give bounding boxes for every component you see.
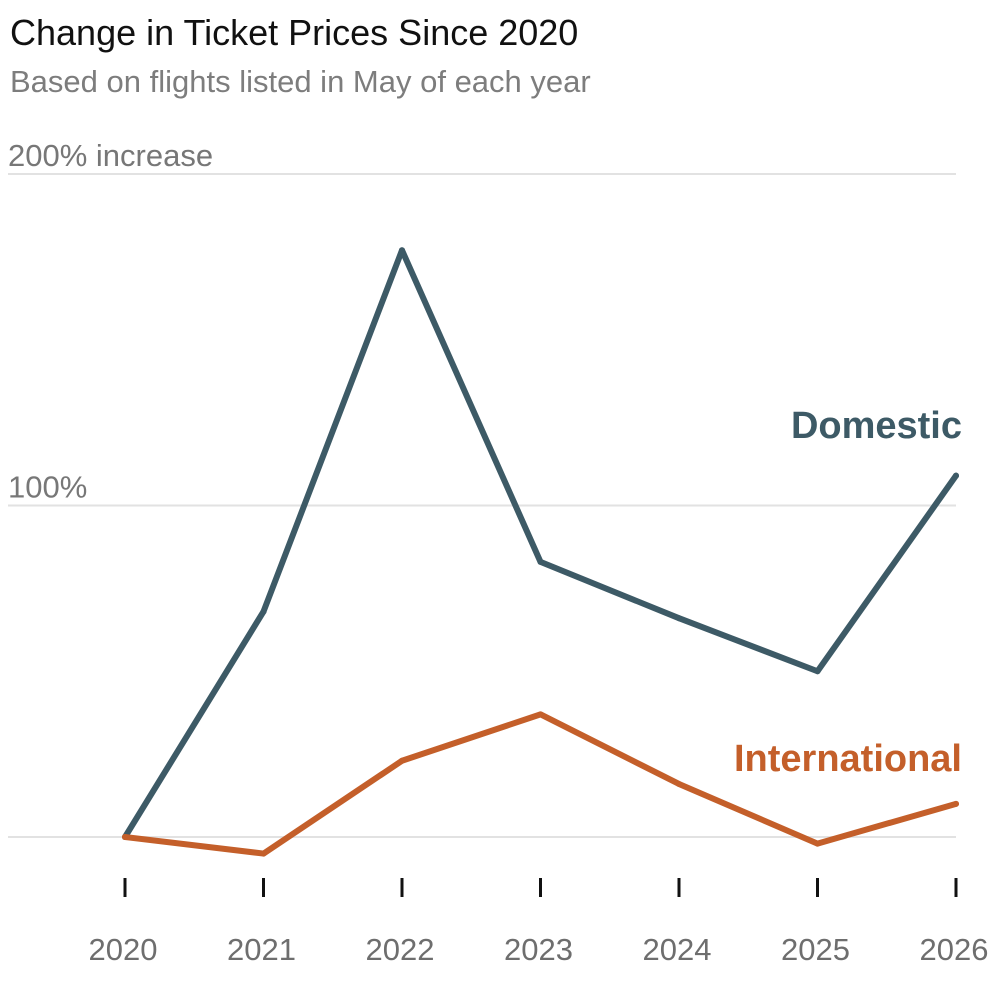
data-point-international	[399, 757, 405, 764]
data-point-domestic	[537, 558, 544, 565]
x-tick-label: 2022	[366, 932, 435, 967]
data-point-international	[537, 711, 544, 718]
y-tick-label: 100%	[8, 470, 87, 505]
y-tick-label: 200% increase	[8, 138, 213, 173]
data-point-international	[953, 800, 959, 807]
chart-subtitle: Based on flights listed in May of each y…	[10, 64, 591, 99]
series-label-international: International	[734, 738, 962, 780]
data-point-international	[814, 840, 821, 847]
x-tick-label: 2020	[89, 932, 158, 967]
data-point-international	[676, 780, 682, 787]
data-point-international	[122, 834, 128, 840]
data-point-domestic	[676, 615, 682, 622]
data-point-domestic	[260, 608, 267, 615]
x-tick-label: 2025	[781, 932, 850, 967]
x-tick-label: 2023	[504, 932, 573, 967]
x-tick-label: 2024	[643, 932, 712, 967]
data-point-domestic	[953, 472, 959, 479]
data-point-international	[260, 850, 267, 857]
data-point-domestic	[399, 247, 405, 254]
data-point-domestic	[814, 668, 821, 675]
x-tick-label: 2026	[920, 932, 989, 967]
chart-title: Change in Ticket Prices Since 2020	[10, 12, 579, 53]
x-tick-label: 2021	[227, 932, 296, 967]
series-label-domestic: Domestic	[791, 405, 962, 447]
series-line-international	[122, 711, 959, 857]
